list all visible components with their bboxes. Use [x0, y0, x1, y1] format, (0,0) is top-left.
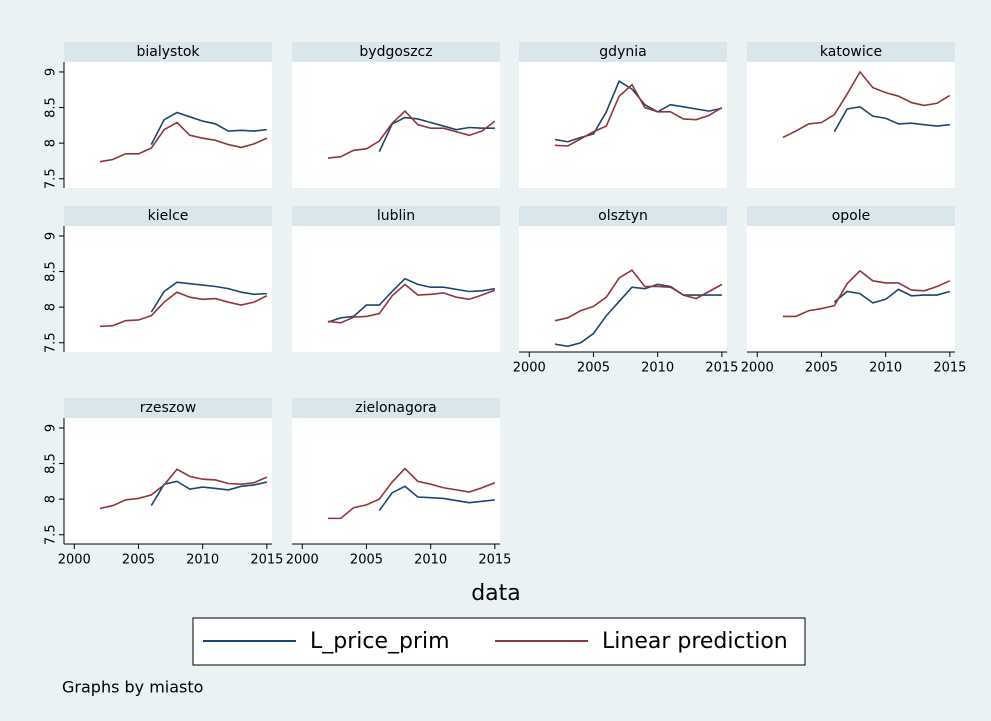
x-tick-label: 2015	[933, 361, 966, 376]
series-line	[327, 467, 496, 520]
series-line	[782, 70, 951, 139]
y-tick-label: 8.5	[44, 97, 59, 118]
note: Graphs by miasto	[62, 678, 203, 697]
x-tick-label: 2010	[414, 553, 447, 568]
plot-area	[519, 62, 727, 188]
panel-title: zielonagora	[355, 400, 437, 416]
panel-header	[747, 206, 955, 226]
panel-title: olsztyn	[598, 208, 648, 224]
panel-title: bydgoszcz	[359, 44, 432, 60]
series-line	[150, 281, 267, 313]
y-tick-label: 7.5	[44, 168, 59, 189]
y-tick-label: 8.5	[44, 261, 59, 282]
series-line	[554, 269, 723, 322]
series-line	[378, 116, 495, 153]
x-tick-label: 2000	[513, 361, 546, 376]
x-tick-label: 2005	[350, 553, 383, 568]
series-line	[150, 480, 268, 506]
plot-area	[64, 62, 272, 188]
series-line	[782, 269, 951, 318]
x-tick-label: 2010	[186, 553, 219, 568]
panel-title: rzeszow	[140, 400, 196, 416]
panel-header	[64, 398, 272, 418]
panel-title: gdynia	[599, 44, 646, 60]
x-tick-label: 2005	[577, 361, 610, 376]
series-line	[99, 468, 268, 510]
panel-header	[747, 42, 955, 62]
series-line	[99, 121, 268, 163]
panel-title: bialystok	[137, 44, 201, 60]
legend-label: Linear prediction	[602, 629, 788, 654]
series-line	[554, 283, 722, 348]
series-line	[99, 291, 268, 328]
series-line	[327, 277, 495, 323]
series-line	[150, 111, 267, 145]
x-tick-label: 2000	[286, 553, 319, 568]
y-tick-label: 7.5	[44, 332, 59, 353]
x-tick-label: 2000	[741, 361, 774, 376]
plot-area	[292, 62, 500, 188]
panel-title: kielce	[148, 208, 189, 224]
y-tick-label: 8.5	[44, 453, 59, 474]
x-tick-label: 2015	[478, 553, 511, 568]
y-tick-label: 9	[44, 68, 59, 76]
y-tick-label: 8	[44, 495, 59, 503]
plot-area	[292, 226, 500, 352]
panel-header	[64, 206, 272, 226]
y-tick-label: 9	[44, 232, 59, 240]
x-tick-label: 2015	[705, 361, 738, 376]
panel-header	[519, 42, 727, 62]
y-tick-label: 7.5	[44, 524, 59, 545]
x-tick-label: 2005	[805, 361, 838, 376]
y-tick-label: 9	[44, 424, 59, 432]
x-tick-label: 2015	[250, 553, 283, 568]
panel-title: opole	[832, 208, 871, 224]
series-line	[378, 485, 495, 512]
panel-header	[292, 42, 500, 62]
plot-area	[747, 226, 955, 352]
panel-header	[292, 398, 500, 418]
series-line	[327, 283, 496, 324]
x-axis-label: data	[471, 581, 521, 606]
legend-label: L_price_prim	[310, 629, 450, 654]
panel-header	[64, 42, 272, 62]
panel-title: lublin	[377, 208, 415, 224]
panel-header	[519, 206, 727, 226]
y-tick-label: 8	[44, 303, 59, 311]
series-line	[833, 106, 950, 133]
series-line	[327, 109, 496, 159]
panel-title: katowice	[820, 44, 882, 60]
x-tick-label: 2010	[641, 361, 674, 376]
plot-area	[519, 226, 727, 352]
x-tick-label: 2000	[58, 553, 91, 568]
series-line	[554, 83, 723, 147]
plot-area	[292, 418, 500, 544]
series-line	[833, 288, 951, 304]
y-tick-label: 8	[44, 139, 59, 147]
panel-header	[292, 206, 500, 226]
x-tick-label: 2005	[122, 553, 155, 568]
x-tick-label: 2010	[869, 361, 902, 376]
